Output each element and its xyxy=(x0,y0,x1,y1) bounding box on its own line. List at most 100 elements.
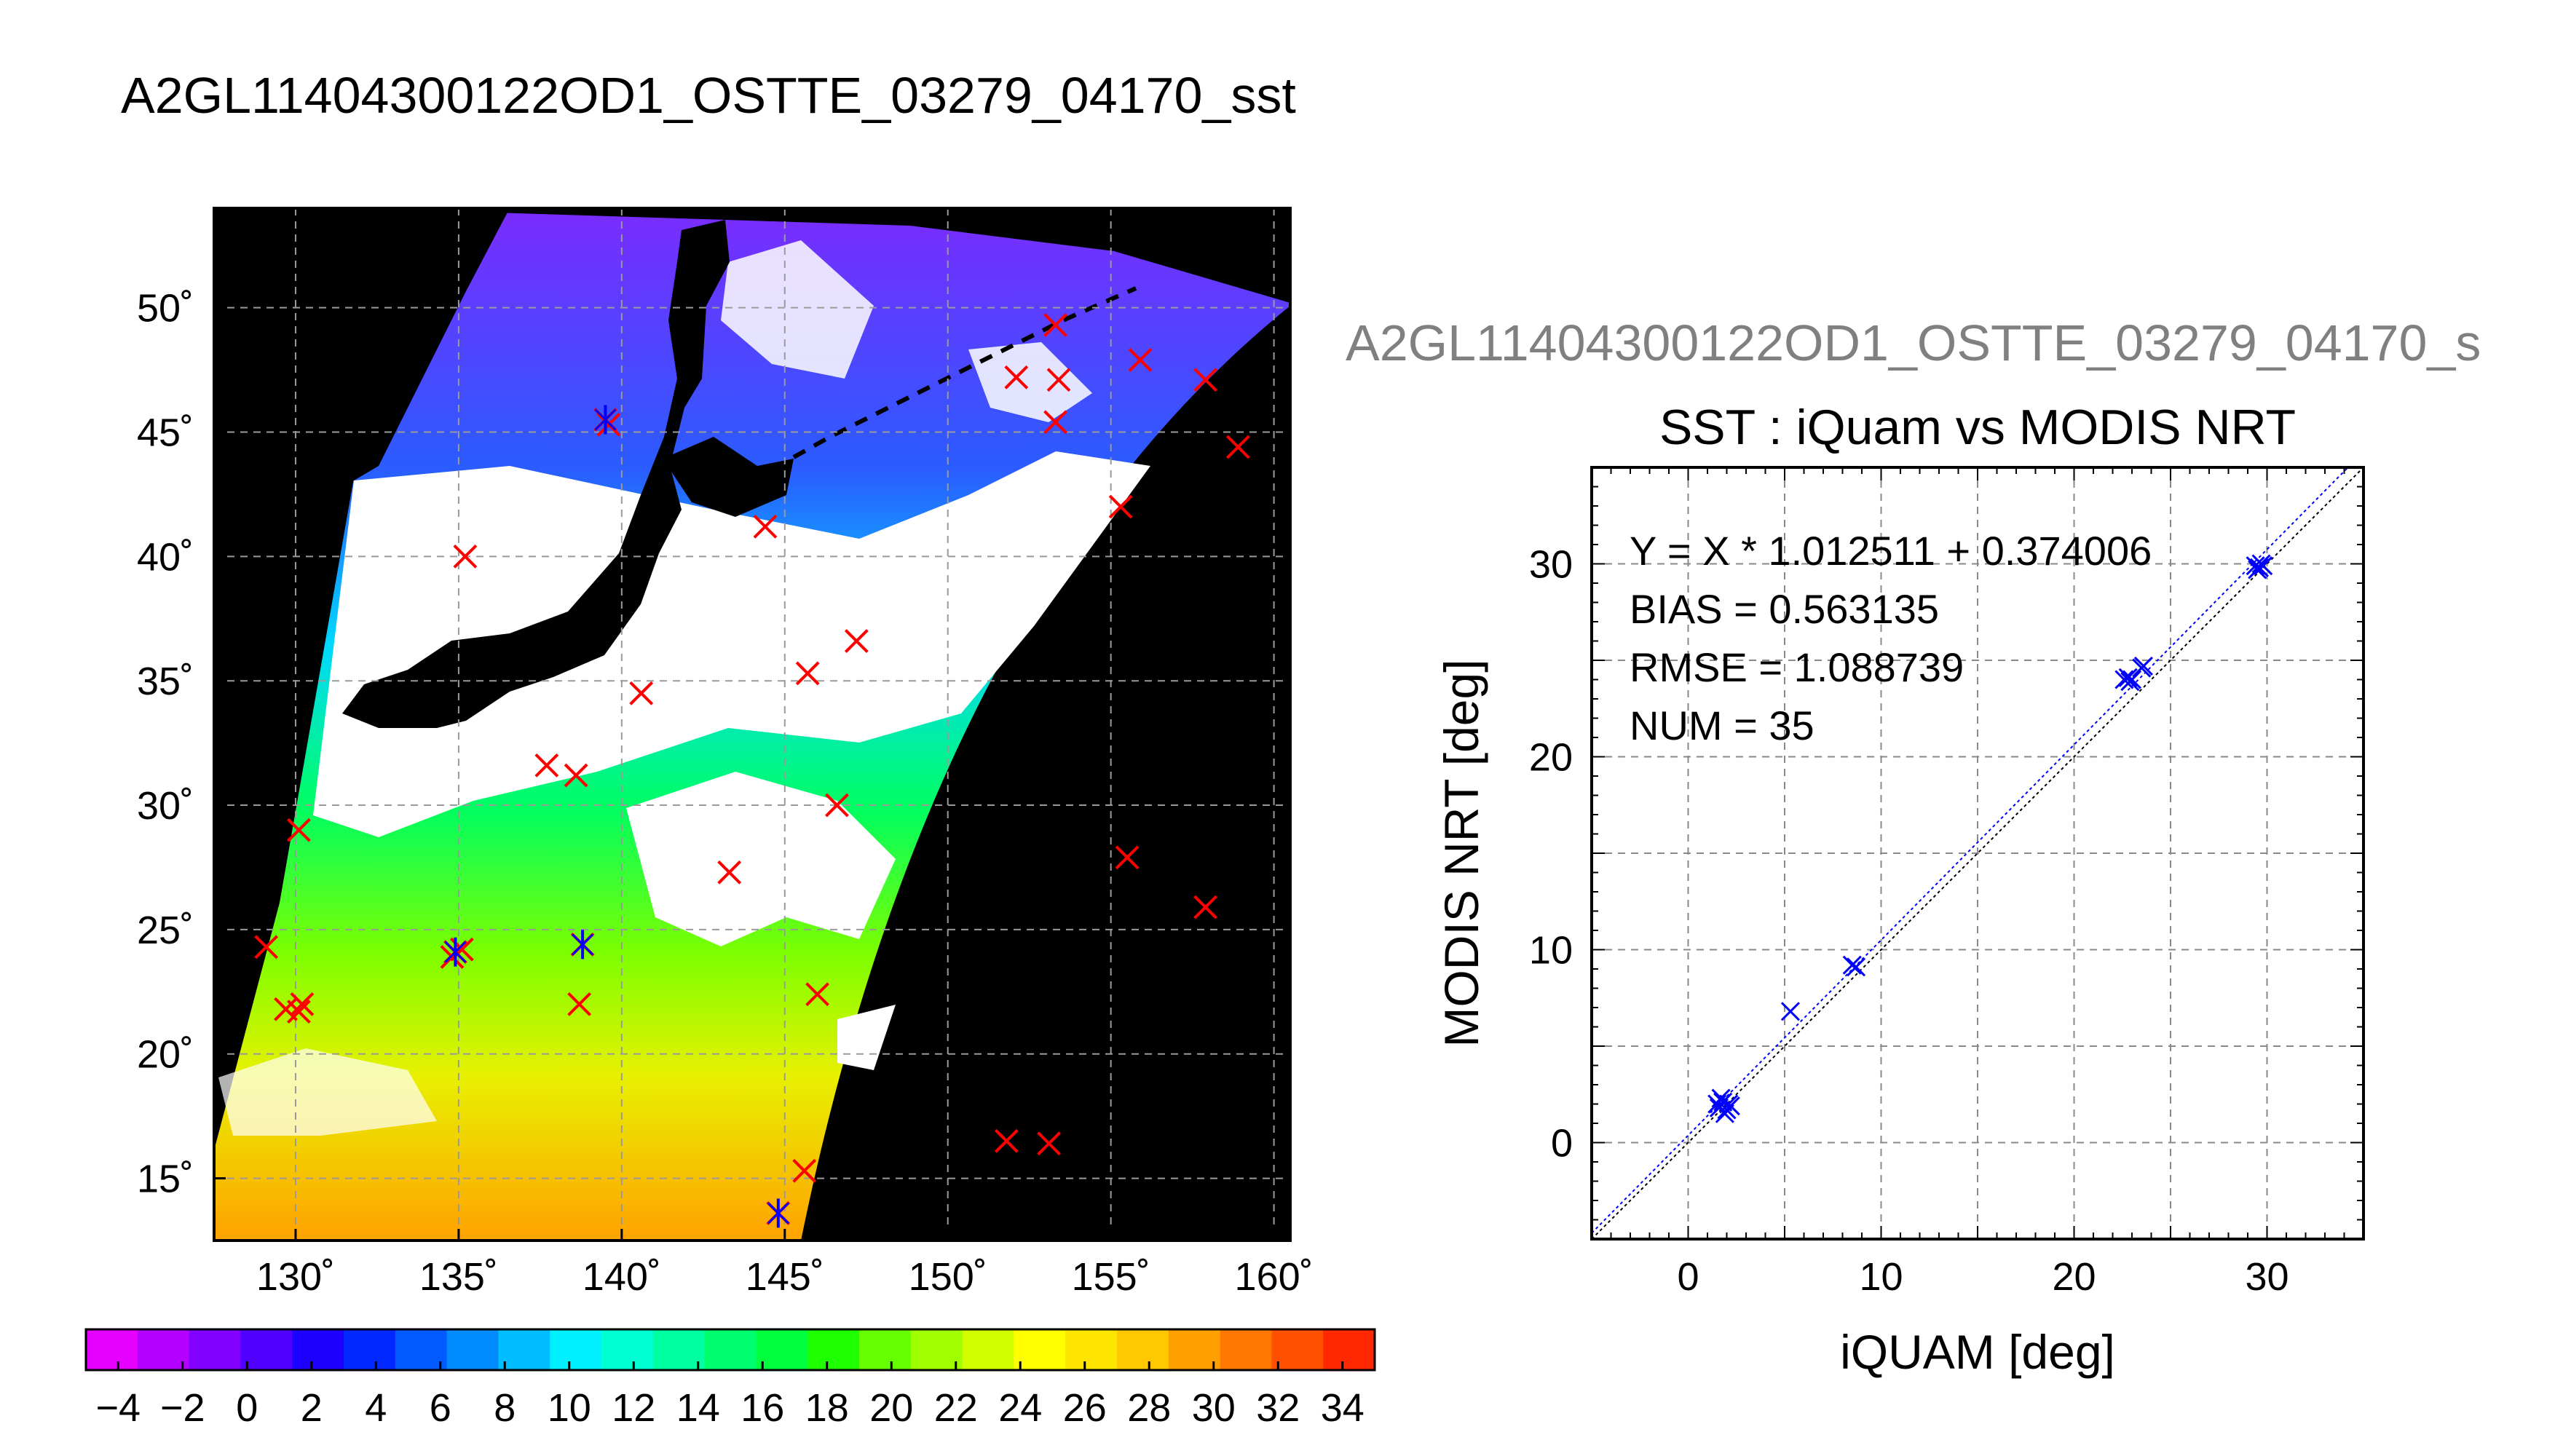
colorbar-tick-label: 8 xyxy=(494,1386,516,1430)
buoy-marker xyxy=(1043,313,1067,338)
buoy-marker xyxy=(287,1000,311,1024)
buoy-marker-stroke xyxy=(717,860,742,885)
scatter-point-stroke xyxy=(1780,1002,1801,1021)
colorbar-tick-label: 26 xyxy=(1063,1386,1107,1430)
colorbar-tick-label: 32 xyxy=(1256,1386,1300,1430)
scatter-annotation: BIAS = 0.563135 xyxy=(1630,586,1939,632)
scatter-annotation: Y = X * 1.012511 + 0.374006 xyxy=(1630,528,2152,574)
scatter-point xyxy=(1842,955,1862,975)
scatter-x-tick-label: 30 xyxy=(2245,1255,2289,1299)
regression-line xyxy=(1591,467,2349,1234)
buoy-marker xyxy=(440,945,465,969)
scatter-subtitle: A2GL11404300122OD1_OSTTE_03279_04170_s xyxy=(1346,314,2481,371)
colorbar-segment xyxy=(1220,1329,1272,1370)
map-lon-tick-label: 160˚ xyxy=(1235,1255,1314,1299)
colorbar-tick-label: 28 xyxy=(1127,1386,1171,1430)
map-frame xyxy=(213,207,1292,1242)
buoy-marker xyxy=(825,793,849,818)
buoy-marker-stroke xyxy=(1046,368,1071,392)
map-lon-tick-label: 140˚ xyxy=(583,1255,661,1299)
buoy-marker xyxy=(717,860,742,885)
map-ticks: 130˚ 135˚ 140˚ 145˚ 150˚ 155˚ 160˚ 15˚ 20˚ 25˚ 30˚… xyxy=(137,287,1314,1299)
buoy-marker-stroke xyxy=(844,629,869,653)
buoy-marker xyxy=(629,681,654,705)
buoy-marker-stroke xyxy=(805,982,829,1007)
colorbar-segment xyxy=(1323,1329,1375,1370)
colorbar-tick-label: 34 xyxy=(1321,1386,1365,1430)
matched-marker xyxy=(444,937,467,967)
buoy-marker-stroke xyxy=(290,992,315,1016)
buoy-marker xyxy=(1115,845,1140,870)
buoy-marker xyxy=(1108,494,1133,519)
buoy-marker-stroke xyxy=(795,661,820,686)
scatter-point-stroke xyxy=(2118,668,2138,687)
scatter-annotation: RMSE = 1.088739 xyxy=(1630,644,1964,690)
colorbar-segment xyxy=(86,1329,138,1370)
colorbar-segment xyxy=(859,1329,912,1370)
buoy-marker-stroke xyxy=(629,681,654,705)
buoy-marker xyxy=(254,935,279,960)
map-lon-tick-label: 135˚ xyxy=(419,1255,498,1299)
scatter-point-stroke xyxy=(2132,658,2152,678)
scatter-point-stroke xyxy=(1846,957,1866,977)
buoy-marker-stroke xyxy=(564,763,588,788)
map-lat-tick-label: 15˚ xyxy=(137,1158,194,1201)
colorbar-tick-label: 6 xyxy=(430,1386,451,1430)
colorbar-segment xyxy=(498,1329,550,1370)
colorbar-tick-label: 12 xyxy=(612,1386,655,1430)
buoy-marker-stroke xyxy=(440,945,465,969)
scatter-y-tick-label: 10 xyxy=(1529,929,1573,973)
buoy-marker-stroke xyxy=(792,1158,817,1183)
buoy-marker-stroke xyxy=(596,412,621,437)
scatter-point xyxy=(2246,556,2265,576)
colorbar-segment xyxy=(292,1329,344,1370)
colorbar-segment xyxy=(1014,1329,1066,1370)
colorbar-tick-label: 4 xyxy=(365,1386,387,1430)
colorbar-tick-label: 24 xyxy=(998,1386,1042,1430)
map-lat-tick-label: 40˚ xyxy=(137,535,194,579)
colorbar-tick-label: −2 xyxy=(160,1386,205,1430)
matched-marker-cross xyxy=(767,1202,789,1224)
scatter-annotation: NUM = 35 xyxy=(1630,703,1814,748)
colorbar-tick-label: −4 xyxy=(95,1386,141,1430)
buoy-marker xyxy=(1046,368,1071,392)
colorbar-segment xyxy=(1168,1329,1221,1370)
buoy-marker xyxy=(844,629,869,653)
buoy-marker xyxy=(1193,895,1217,919)
map-grid xyxy=(214,208,1290,1241)
scatter-point-stroke xyxy=(2246,556,2265,576)
buoy-marker xyxy=(1037,1131,1061,1156)
buoy-marker xyxy=(290,992,315,1016)
colorbar-tick-label: 18 xyxy=(805,1386,849,1430)
colorbar: −4 −2 0 2 4 6 8 10 12 14 16 18 20 22 24 26 28 30 32 34 xyxy=(84,1328,1376,1430)
scatter-point-stroke xyxy=(2114,670,2134,689)
map-lat-tick-label: 45˚ xyxy=(137,411,194,455)
colorbar-segment xyxy=(1117,1329,1169,1370)
matched-marker-cross xyxy=(444,941,467,963)
buoy-marker-stroke xyxy=(1128,348,1153,372)
matched-marker-cross xyxy=(572,933,594,956)
buoy-marker-stroke xyxy=(254,935,279,960)
colorbar-segment xyxy=(807,1329,860,1370)
buoy-marker xyxy=(534,753,559,778)
sst-map: 130˚ 135˚ 140˚ 145˚ 150˚ 155˚ 160˚ 15˚ 20˚ 25˚ 30˚… xyxy=(137,207,1314,1299)
cloud-cover xyxy=(313,451,1150,837)
scatter-point-stroke xyxy=(2251,554,2271,574)
colorbar-segment xyxy=(601,1329,654,1370)
scatter-point xyxy=(2248,560,2267,579)
map-lon-tick-label: 150˚ xyxy=(909,1255,987,1299)
scatter-grid xyxy=(1592,467,2364,1239)
figure-title: A2GL11404300122OD1_OSTTE_03279_04170_sst xyxy=(121,67,1296,124)
scatter-point xyxy=(2132,658,2152,678)
colorbar-segment xyxy=(240,1329,293,1370)
map-lon-tick-label: 155˚ xyxy=(1072,1255,1150,1299)
colorbar-segment xyxy=(395,1329,448,1370)
colorbar-tick-label: 30 xyxy=(1192,1386,1236,1430)
colorbar-tick-label: 14 xyxy=(676,1386,720,1430)
buoy-marker xyxy=(792,1158,817,1183)
buoy-marker xyxy=(596,412,621,437)
buoy-marker xyxy=(805,982,829,1007)
matched-marker xyxy=(767,1198,789,1228)
colorbar-segment xyxy=(1271,1329,1324,1370)
